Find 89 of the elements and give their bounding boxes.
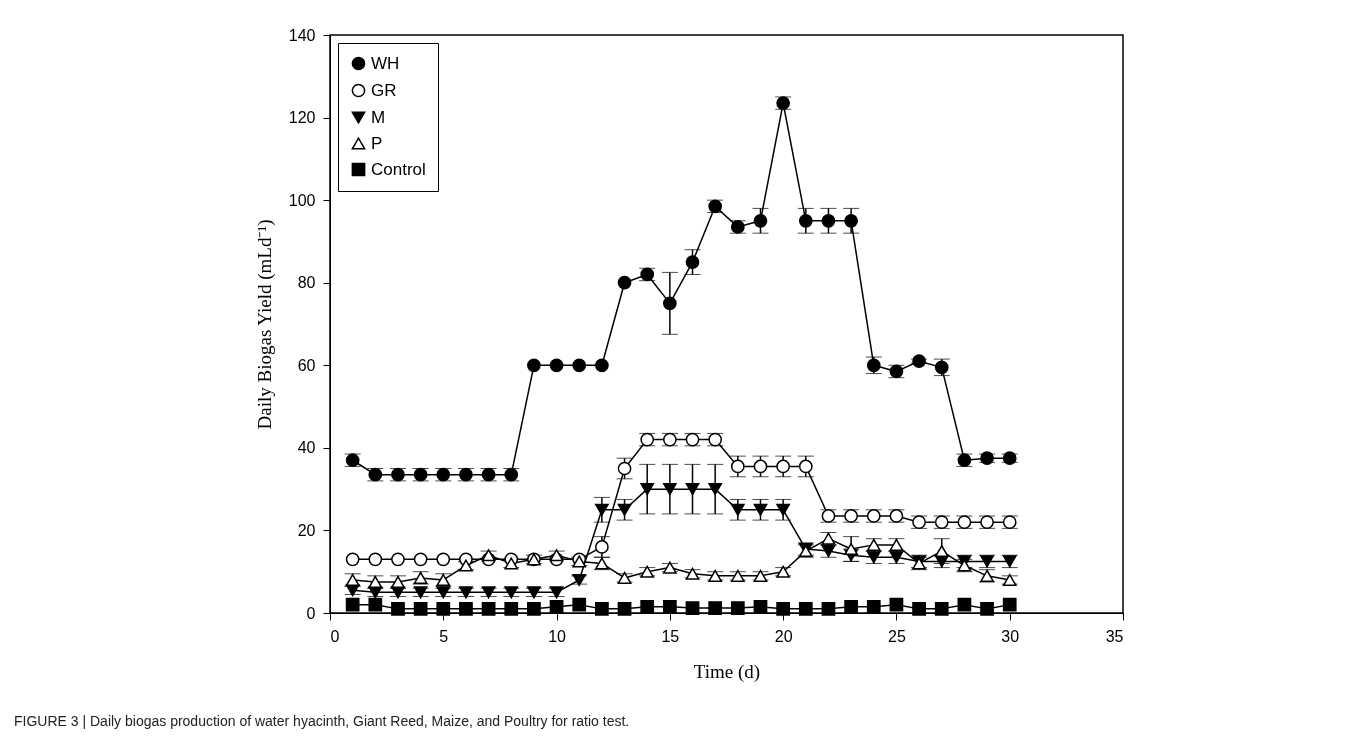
point [595,358,609,373]
x-tick-label: 0 [330,627,340,645]
point [753,503,768,516]
point [730,503,745,516]
point [459,602,473,616]
x-tick-label: 10 [548,627,567,645]
x-tick-label: 15 [661,627,680,645]
point [413,552,428,567]
point [595,602,609,616]
legend-label: P [371,133,383,153]
point [934,602,949,616]
point [549,599,564,614]
y-tick-label: 40 [297,439,316,457]
point [549,358,564,373]
point [685,601,700,615]
point [368,552,383,567]
point [640,599,655,614]
point [685,483,700,496]
caption: FIGURE 3 | Daily biogas production of water hyacinth, Giant Reed, Maize, and Poultry for ratio test. [14,713,630,729]
point [980,602,994,616]
point [368,597,383,612]
legend-label: GR [371,80,397,100]
y-tick-label: 20 [297,521,316,539]
point [1002,597,1017,612]
point [436,602,451,616]
x-tick-label: 30 [1001,627,1020,645]
point [595,540,609,554]
point [391,602,405,616]
point [753,599,768,614]
point [821,602,836,616]
point [957,597,972,612]
point [345,552,360,567]
y-axis-title: Daily Biogas Yield (mLd⁻¹) [253,219,276,430]
point [708,601,723,615]
point [481,549,496,562]
point [481,602,496,616]
point [730,459,745,474]
y-tick-label: 0 [306,604,316,622]
point [844,542,858,556]
point [798,213,813,228]
point [776,459,791,474]
y-tick-label: 120 [288,109,316,127]
point [617,602,632,616]
point [753,213,768,228]
point [527,358,541,373]
point [798,602,813,616]
point [776,503,791,516]
y-tick-label: 60 [297,356,316,374]
point [391,552,405,567]
point [844,213,858,228]
x-tick-label: 35 [1105,627,1124,645]
x-tick-label: 25 [888,627,906,645]
point [436,552,451,567]
point [572,358,587,373]
point [345,597,360,612]
point [413,602,428,616]
point [617,461,632,476]
x-axis-title: Time (d) [693,660,761,683]
point [595,503,609,516]
legend-label: WH [371,53,400,73]
point [708,483,723,496]
point [685,255,700,269]
y-tick-label: 140 [288,26,316,44]
legend-label: Control [371,159,426,179]
point [889,597,904,612]
x-tick-label: 5 [439,627,449,645]
point [662,483,677,496]
point [527,602,541,616]
point [753,459,768,474]
x-tick-label: 20 [774,627,793,645]
point [912,602,926,616]
point [662,599,677,614]
point [504,602,519,616]
point [617,503,632,516]
point [798,459,813,474]
point [662,296,677,311]
point [934,545,949,558]
legend-label: M [371,107,386,127]
point [844,599,858,614]
point [866,599,881,614]
y-tick-label: 100 [288,191,316,209]
point [821,213,836,228]
point [572,597,587,612]
point [617,275,632,290]
y-tick-label: 80 [297,274,316,292]
point [730,601,745,615]
point [776,602,791,616]
point [640,483,655,496]
point [912,354,926,369]
